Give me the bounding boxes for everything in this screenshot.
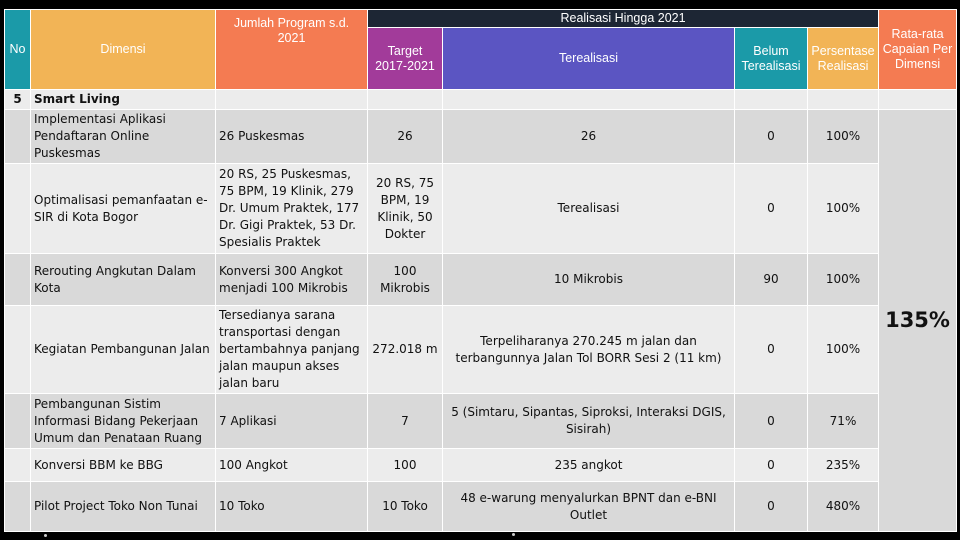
row-dimensi: Kegiatan Pembangunan Jalan	[30, 305, 216, 394]
header-jumlah-program: Jumlah Program s.d. 2021	[215, 9, 368, 90]
row-terealisasi: 10 Mikrobis	[442, 253, 735, 306]
row-dimensi: Pembangunan Sistim Informasi Bidang Peke…	[30, 393, 216, 449]
header-persentase: Persentase Realisasi	[806, 27, 880, 90]
realisasi-table: No Dimensi Jumlah Program s.d. 2021 Real…	[4, 9, 958, 532]
row-belum: 0	[734, 448, 808, 482]
row-program: 26 Puskesmas	[215, 109, 368, 164]
row-persentase: 235%	[806, 448, 880, 482]
row-persentase: 100%	[806, 253, 880, 306]
row-program: 10 Toko	[215, 481, 368, 532]
header-target: Target 2017-2021	[367, 27, 443, 90]
row-persentase: 71%	[806, 393, 880, 449]
row-terealisasi: 5 (Simtaru, Sipantas, Siproksi, Interaks…	[442, 393, 735, 449]
row-program: 20 RS, 25 Puskesmas, 75 BPM, 19 Klinik, …	[215, 163, 368, 254]
row-belum: 0	[734, 393, 808, 449]
row-persentase: 100%	[806, 163, 880, 254]
section-title: Smart Living	[30, 89, 216, 110]
header-no: No	[4, 9, 31, 90]
row-belum: 90	[734, 253, 808, 306]
average-capaian: 135%	[878, 109, 958, 532]
row-program: Tersedianya sarana transportasi dengan b…	[215, 305, 368, 394]
header-terealisasi: Terealisasi	[442, 27, 735, 90]
row-terealisasi: 26	[442, 109, 735, 164]
row-terealisasi: Terealisasi	[442, 163, 735, 254]
row-persentase: 480%	[806, 481, 880, 532]
table-row: Implementasi Aplikasi Pendaftaran Online…	[4, 109, 958, 532]
row-dimensi: Implementasi Aplikasi Pendaftaran Online…	[30, 109, 216, 164]
row-persentase: 100%	[806, 305, 880, 394]
table-row: Kegiatan Pembangunan Jalan Tersedianya s…	[4, 305, 957, 394]
table-row: Konversi BBM ke BBG 100 Angkot 100 235 a…	[4, 448, 957, 482]
row-target: 20 RS, 75 BPM, 19 Klinik, 50 Dokter	[367, 163, 443, 254]
table-row: Rerouting Angkutan Dalam Kota Konversi 3…	[4, 253, 957, 306]
header-dimensi: Dimensi	[30, 9, 216, 90]
row-dimensi: Rerouting Angkutan Dalam Kota	[30, 253, 216, 306]
table-row: Pilot Project Toko Non Tunai 10 Toko 10 …	[4, 481, 957, 532]
background-star	[512, 533, 515, 536]
table-row: Optimalisasi pemanfaatan e-SIR di Kota B…	[4, 163, 957, 254]
row-target: 26	[367, 109, 443, 164]
row-dimensi: Optimalisasi pemanfaatan e-SIR di Kota B…	[30, 163, 216, 254]
row-belum: 0	[734, 481, 808, 532]
row-belum: 0	[734, 109, 808, 164]
row-program: Konversi 300 Angkot menjadi 100 Mikrobis	[215, 253, 368, 306]
header-belum: Belum Terealisasi	[734, 27, 808, 90]
row-target: 100	[367, 448, 443, 482]
row-target: 100 Mikrobis	[367, 253, 443, 306]
row-program: 7 Aplikasi	[215, 393, 368, 449]
row-terealisasi: 48 e-warung menyalurkan BPNT dan e-BNI O…	[442, 481, 735, 532]
background-star	[44, 534, 47, 537]
row-dimensi: Konversi BBM ke BBG	[30, 448, 216, 482]
row-target: 7	[367, 393, 443, 449]
row-persentase: 100%	[806, 109, 880, 164]
header-rata-rata: Rata-rata Capaian Per Dimensi	[878, 9, 958, 90]
section-row: 5 Smart Living	[4, 89, 958, 110]
row-target: 272.018 m	[367, 305, 443, 394]
row-dimensi: Pilot Project Toko Non Tunai	[30, 481, 216, 532]
row-belum: 0	[734, 163, 808, 254]
row-terealisasi: 235 angkot	[442, 448, 735, 482]
row-belum: 0	[734, 305, 808, 394]
table-row: Pembangunan Sistim Informasi Bidang Peke…	[4, 393, 957, 449]
row-program: 100 Angkot	[215, 448, 368, 482]
section-no: 5	[4, 89, 31, 110]
row-target: 10 Toko	[367, 481, 443, 532]
row-terealisasi: Terpeliharanya 270.245 m jalan dan terba…	[442, 305, 735, 394]
header-realisasi-group: Realisasi Hingga 2021	[366, 9, 880, 28]
